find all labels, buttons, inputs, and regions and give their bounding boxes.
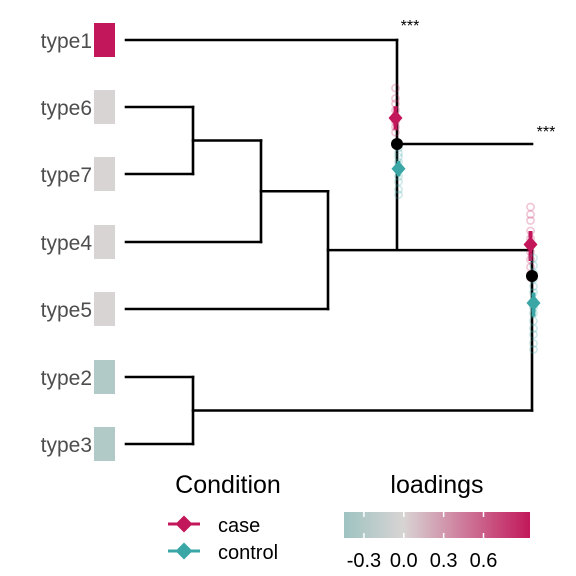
case-mean-marker (523, 236, 538, 253)
colorbar-tick-label: 0.0 (390, 550, 418, 572)
legend-diamond-case (175, 515, 193, 533)
control-point (394, 185, 403, 194)
node-dot (391, 138, 403, 150)
tip-label: type1 (41, 30, 92, 53)
tip-label: type5 (41, 299, 92, 322)
control-point (394, 190, 403, 200)
control-point (529, 261, 538, 270)
node-dot (526, 270, 538, 282)
case-point (391, 94, 400, 103)
tip-label: type6 (41, 97, 92, 120)
control-point (529, 339, 538, 348)
legend-key-control (168, 542, 200, 560)
control-point (394, 177, 403, 187)
loading-tile (94, 292, 115, 326)
loading-tile (94, 225, 115, 259)
tree-branches (124, 38, 534, 446)
case-point (526, 210, 535, 219)
loading-tile (94, 157, 115, 191)
tip-label: type4 (41, 232, 93, 255)
legend-label-case: case (218, 515, 260, 537)
case-point (391, 83, 400, 93)
significance-label: *** (537, 124, 556, 141)
tip-label: type7 (41, 164, 92, 187)
control-mean-marker (526, 295, 541, 311)
loading-tile (94, 90, 115, 124)
loading-tile (94, 427, 115, 461)
significance-label: *** (401, 18, 420, 35)
loading-tiles (94, 23, 115, 461)
colorbar-tick-label: -0.3 (347, 550, 381, 572)
colorbar-ticks: -0.3 0.0 0.3 0.6 (347, 512, 498, 572)
condition-legend-title: Condition (175, 471, 281, 499)
case-mean-marker (388, 110, 403, 126)
control-point (529, 330, 538, 339)
control-point (529, 282, 538, 291)
case-point (526, 216, 535, 225)
loadings-legend-title: loadings (390, 471, 483, 499)
control-point (529, 324, 538, 333)
loading-tile (94, 360, 115, 394)
control-mean-marker (391, 160, 406, 177)
loadings-colorbar (344, 512, 530, 538)
colorbar-tick-label: 0.6 (470, 550, 498, 572)
colorbar-tick-label: 0.3 (430, 550, 458, 572)
legend-diamond-control (175, 542, 193, 560)
tip-label: type2 (41, 367, 92, 390)
tip-label: type3 (41, 434, 92, 457)
node-tests (388, 83, 541, 354)
control-point (529, 345, 538, 354)
case-point (526, 202, 535, 212)
control-point (529, 316, 538, 326)
legend-label-control: control (218, 542, 278, 564)
control-point (529, 253, 538, 263)
control-point (394, 152, 403, 162)
loading-tile (94, 23, 115, 57)
legend-key-case (168, 515, 200, 533)
